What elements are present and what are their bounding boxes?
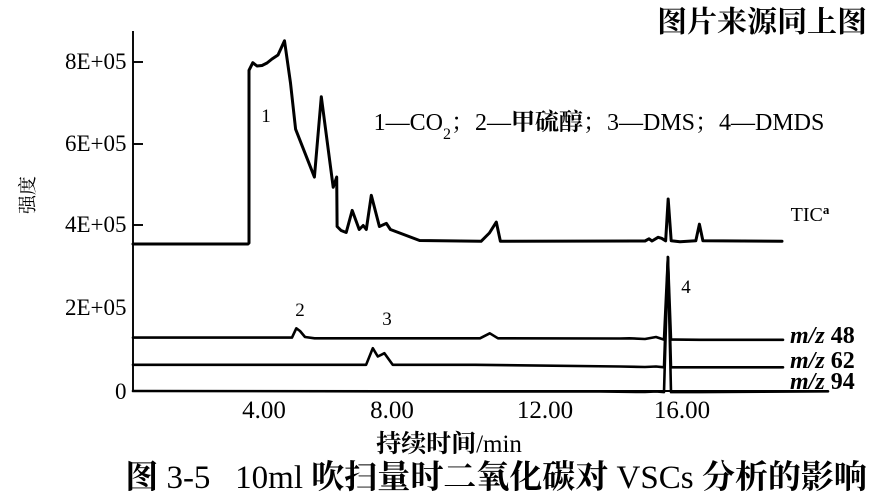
- svg-text:4: 4: [681, 277, 691, 298]
- svg-text:4.00: 4.00: [242, 397, 286, 424]
- svg-text:图片来源同上图: 图片来源同上图: [657, 6, 867, 39]
- svg-text:8E+05: 8E+05: [65, 49, 127, 74]
- svg-text:m/z 48: m/z 48: [790, 323, 855, 349]
- svg-text:4E+05: 4E+05: [65, 212, 127, 237]
- svg-text:TICa: TICa: [791, 202, 830, 227]
- svg-text:3: 3: [382, 309, 392, 330]
- svg-text:强度: 强度: [17, 176, 39, 214]
- svg-text:m/z 94: m/z 94: [790, 369, 855, 395]
- svg-text:1—CO2；2—甲硫醇；3—DMS；4—DMDS: 1—CO2；2—甲硫醇；3—DMS；4—DMDS: [374, 109, 825, 143]
- svg-text:12.00: 12.00: [517, 397, 573, 424]
- svg-text:8.00: 8.00: [370, 397, 414, 424]
- svg-text:图 3-5 10ml 吹扫量时二氧化碳对 VSCs 分析: 图 3-5 10ml 吹扫量时二氧化碳对 VSCs 分析的影响: [125, 459, 867, 496]
- svg-text:6E+05: 6E+05: [65, 131, 127, 156]
- svg-text:2: 2: [295, 300, 305, 321]
- svg-text:持续时间/min: 持续时间/min: [376, 430, 522, 458]
- svg-text:0: 0: [115, 379, 127, 404]
- svg-text:16.00: 16.00: [654, 397, 710, 424]
- svg-text:2E+05: 2E+05: [65, 295, 127, 320]
- svg-text:1: 1: [261, 106, 271, 127]
